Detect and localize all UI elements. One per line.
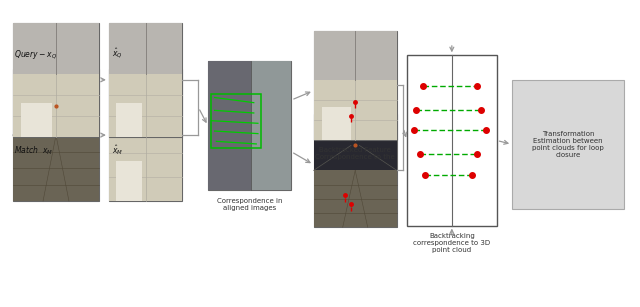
Bar xyxy=(314,114,397,170)
Text: $\hat{x}_Q$: $\hat{x}_Q$ xyxy=(112,47,123,61)
Bar xyxy=(314,31,397,80)
Bar xyxy=(109,23,182,137)
Bar xyxy=(407,55,497,226)
Bar xyxy=(208,61,252,190)
Bar xyxy=(109,69,182,201)
Text: $Match\ \ x_M$: $Match\ \ x_M$ xyxy=(14,145,53,157)
Text: Backtracking
correspondence to 3D
point cloud: Backtracking correspondence to 3D point … xyxy=(413,233,490,253)
Bar xyxy=(322,107,351,140)
Bar xyxy=(314,170,397,227)
Bar xyxy=(22,103,52,137)
Bar xyxy=(109,74,182,137)
Bar xyxy=(211,94,261,148)
Bar xyxy=(13,74,99,137)
Bar xyxy=(13,69,99,201)
Bar xyxy=(314,80,397,140)
Text: Backtracked Feature
Correspondence to the: Backtracked Feature Correspondence to th… xyxy=(316,147,395,160)
Bar xyxy=(314,114,397,227)
Text: $Query-x_Q$: $Query-x_Q$ xyxy=(14,48,57,61)
Bar xyxy=(109,128,182,201)
Text: $\hat{x}_M$: $\hat{x}_M$ xyxy=(112,143,124,157)
Bar xyxy=(13,23,99,137)
Bar xyxy=(314,31,397,140)
Bar xyxy=(109,69,182,128)
Text: Correspondence in
aligned images: Correspondence in aligned images xyxy=(217,198,282,211)
Bar xyxy=(252,61,291,190)
Bar xyxy=(116,103,142,137)
Bar xyxy=(512,80,624,209)
Bar xyxy=(208,61,291,190)
Bar xyxy=(116,161,142,201)
Bar xyxy=(109,23,182,74)
Bar xyxy=(13,69,99,135)
Bar xyxy=(13,135,99,201)
Bar xyxy=(13,23,99,74)
Text: Transformation
Estimation between
point clouds for loop
closure: Transformation Estimation between point … xyxy=(532,131,604,158)
